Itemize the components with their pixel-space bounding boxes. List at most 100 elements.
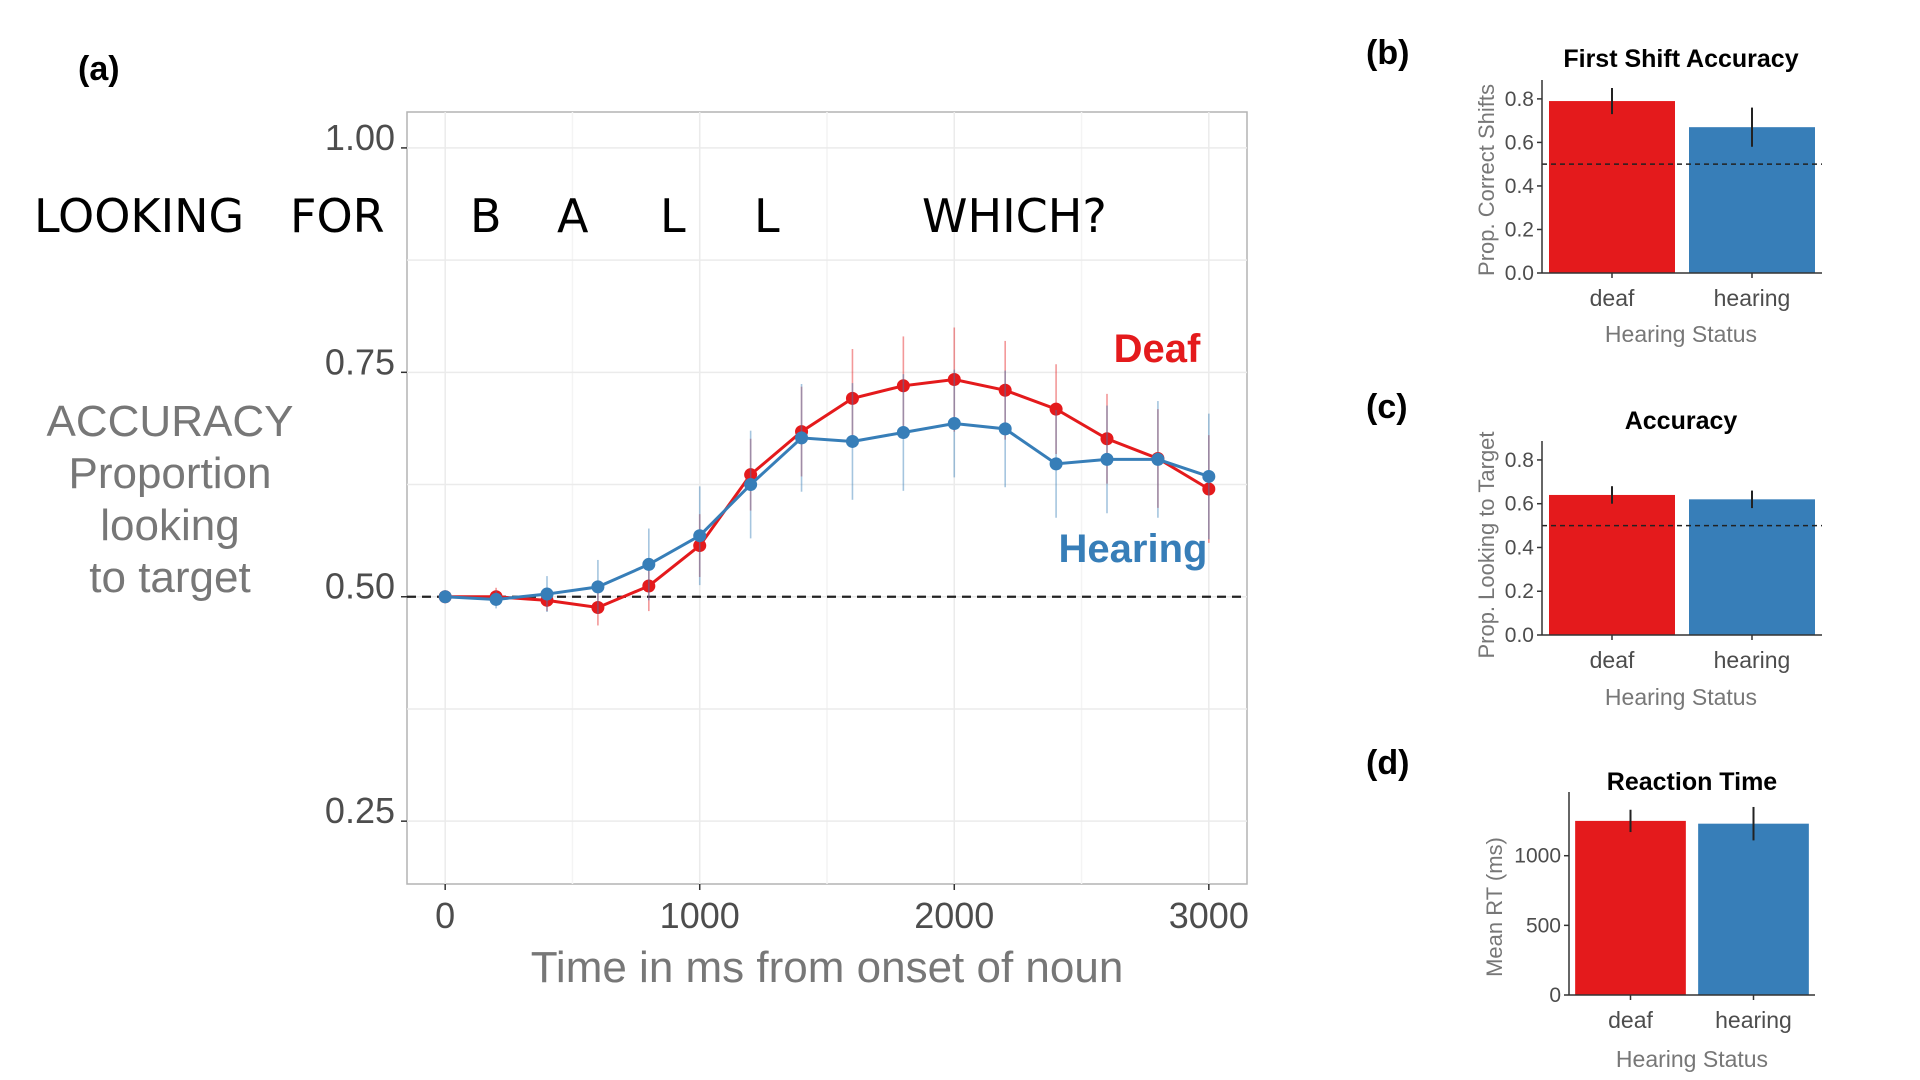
series-hearing bbox=[438, 369, 1216, 614]
bar-hearing bbox=[1689, 499, 1815, 635]
data-point bbox=[998, 383, 1012, 397]
y-tick-label: 0.4 bbox=[1505, 536, 1535, 559]
y-tick-label: 0.50 bbox=[325, 566, 395, 607]
y-tick-label: 500 bbox=[1526, 914, 1561, 937]
x-tick-label: hearing bbox=[1714, 285, 1791, 311]
y-tick-label: 0.6 bbox=[1505, 131, 1534, 154]
data-point bbox=[1202, 482, 1216, 496]
data-point bbox=[591, 580, 605, 594]
word-looking: LOOKING bbox=[34, 189, 244, 243]
y-tick-label: 0.8 bbox=[1505, 88, 1534, 111]
series-line bbox=[445, 377, 1210, 610]
panel-c-ylabel: Prop. Looking to Target bbox=[1474, 431, 1499, 658]
data-point bbox=[1202, 469, 1216, 483]
panel-b-xlabel: Hearing Status bbox=[1605, 321, 1757, 347]
data-point bbox=[1151, 452, 1165, 466]
x-tick-label: deaf bbox=[1590, 285, 1635, 311]
data-point bbox=[1100, 452, 1114, 466]
data-point bbox=[489, 592, 503, 606]
x-tick-label: hearing bbox=[1715, 1007, 1792, 1033]
panel-d-tag: (d) bbox=[1366, 744, 1409, 782]
data-point bbox=[795, 431, 809, 445]
word-l-1: L bbox=[660, 189, 686, 243]
data-point bbox=[998, 422, 1012, 436]
word-labels: LOOKING FOR B A L L WHICH? bbox=[34, 189, 1107, 243]
data-point bbox=[540, 587, 554, 601]
y-tick-label: 0.0 bbox=[1505, 624, 1534, 647]
panel-b: (b) First Shift Accuracy deaf hearing 0.0 0… bbox=[1366, 34, 1822, 347]
panel-c-tag: (c) bbox=[1366, 388, 1408, 426]
data-point bbox=[591, 601, 605, 615]
bar-hearing bbox=[1698, 823, 1809, 995]
panel-a-tag: (a) bbox=[78, 50, 120, 88]
y-tick-label: 1.00 bbox=[325, 117, 395, 158]
data-point bbox=[947, 373, 961, 387]
panel-d-chart: deaf hearing 0 500 1000 bbox=[1514, 792, 1815, 1033]
y-tick-label: 0.8 bbox=[1505, 449, 1534, 472]
data-point bbox=[845, 391, 859, 405]
word-a: A bbox=[557, 189, 589, 243]
panel-d-title: Reaction Time bbox=[1607, 768, 1778, 796]
data-point bbox=[896, 425, 910, 439]
y-tick-label: 1000 bbox=[1514, 845, 1561, 868]
bar-deaf bbox=[1575, 820, 1686, 995]
panel-d-xlabel: Hearing Status bbox=[1616, 1046, 1768, 1072]
y-tick-label: 0.2 bbox=[1505, 218, 1534, 241]
data-point bbox=[744, 478, 758, 492]
word-b: B bbox=[470, 189, 502, 243]
panel-b-chart: deaf hearing 0.0 0.2 0.4 0.6 0.8 bbox=[1505, 80, 1822, 311]
y-tick-label: 0 bbox=[1549, 984, 1561, 1007]
data-point bbox=[1049, 457, 1063, 471]
y-tick-label: 0.25 bbox=[325, 790, 395, 831]
data-point bbox=[896, 379, 910, 393]
series-label-hearing: Hearing bbox=[1059, 527, 1208, 571]
panel-a-ylabel: ACCURACY Proportion looking to target bbox=[47, 397, 294, 602]
data-point bbox=[947, 416, 961, 430]
data-point bbox=[642, 579, 656, 593]
y-tick-label: 0.6 bbox=[1505, 493, 1534, 516]
bar-hearing bbox=[1689, 127, 1815, 273]
x-tick-label: 1000 bbox=[660, 895, 740, 936]
series-label-deaf: Deaf bbox=[1114, 327, 1201, 371]
panel-a-series bbox=[438, 327, 1216, 626]
data-point bbox=[744, 468, 758, 482]
panel-b-title: First Shift Accuracy bbox=[1563, 45, 1798, 73]
data-point bbox=[1100, 432, 1114, 446]
x-tick-label: deaf bbox=[1590, 647, 1635, 673]
x-tick-label: hearing bbox=[1714, 647, 1791, 673]
bar-deaf bbox=[1549, 494, 1675, 635]
bar-deaf bbox=[1549, 101, 1675, 273]
x-tick-label: 3000 bbox=[1169, 895, 1249, 936]
x-tick-label: deaf bbox=[1608, 1007, 1653, 1033]
y-tick-label: 0.4 bbox=[1505, 175, 1535, 198]
panel-c-chart: deaf hearing 0.0 0.2 0.4 0.6 0.8 bbox=[1505, 441, 1822, 673]
data-point bbox=[845, 434, 859, 448]
panel-d: (d) Reaction Time deaf hearing 0 500 1000 He… bbox=[1366, 744, 1815, 1072]
y-tick-label: 0.0 bbox=[1505, 262, 1534, 285]
word-which: WHICH? bbox=[922, 189, 1107, 243]
panel-a-y-ticks: 0.25 0.50 0.75 1.00 bbox=[325, 117, 407, 831]
data-point bbox=[693, 539, 707, 553]
data-point bbox=[642, 557, 656, 571]
panel-a-xlabel: Time in ms from onset of noun bbox=[531, 943, 1124, 992]
panel-a-x-ticks: 0 1000 2000 3000 bbox=[435, 884, 1249, 936]
panel-c: (c) Accuracy deaf hearing0.00.20.40.60.8 … bbox=[1366, 388, 1822, 710]
data-point bbox=[438, 590, 452, 604]
data-point bbox=[693, 529, 707, 543]
x-tick-label: 2000 bbox=[914, 895, 994, 936]
panel-b-ylabel: Prop. Correct Shifts bbox=[1474, 84, 1499, 276]
series-line bbox=[445, 421, 1210, 601]
y-tick-label: 0.2 bbox=[1505, 580, 1534, 603]
ylabel-looking: looking bbox=[100, 501, 239, 550]
ylabel-to-target: to target bbox=[89, 553, 250, 602]
data-point bbox=[1049, 402, 1063, 416]
panel-c-title: Accuracy bbox=[1625, 407, 1738, 435]
panel-c-xlabel: Hearing Status bbox=[1605, 684, 1757, 710]
ylabel-accuracy: ACCURACY bbox=[47, 397, 294, 446]
x-tick-label: 0 bbox=[435, 895, 455, 936]
y-tick-label: 0.75 bbox=[325, 341, 395, 382]
word-l-2: L bbox=[754, 189, 780, 243]
panel-b-tag: (b) bbox=[1366, 34, 1409, 72]
ylabel-proportion: Proportion bbox=[68, 449, 271, 498]
